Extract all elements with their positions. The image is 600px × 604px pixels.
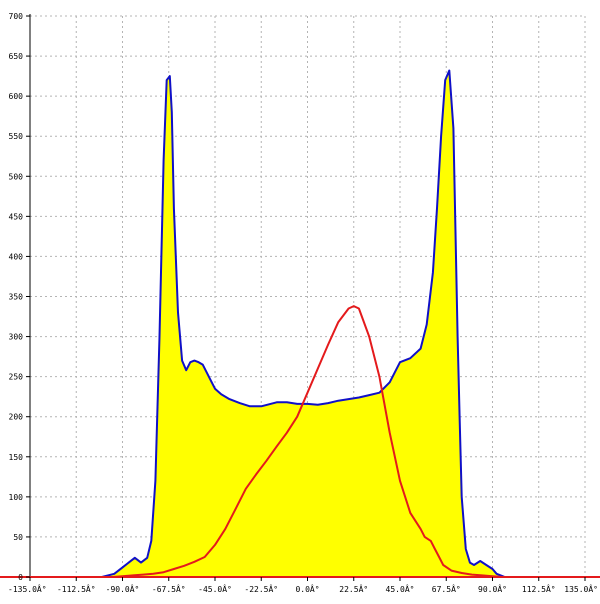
x-tick-label: 135.0Â° [564,583,598,594]
x-tick-label: -135.0Â° [8,583,47,594]
y-tick-label: 300 [9,333,24,342]
x-tick-label: -22.5Â° [244,583,278,594]
x-tick-label: 45.0Â° [386,583,415,594]
y-tick-label: 650 [9,52,24,61]
y-tick-label: 250 [9,373,24,382]
x-tick-label: -67.5Â° [152,583,186,594]
y-tick-label: 50 [13,533,23,542]
x-tick-label: 0.0Â° [295,583,319,594]
series-0-line [29,69,586,578]
y-tick-label: 350 [9,293,24,302]
y-tick-label: 100 [9,493,24,502]
x-tick-label: 67.5Â° [432,583,461,594]
y-tick-label: 200 [9,413,24,422]
y-tick-label: 0 [18,573,23,582]
tick-labels: 0 50 100 150 200 250 300 350 400 450 500 550 600 650 7… [8,12,598,594]
series-layer [29,69,586,578]
y-tick-label: 600 [9,92,24,101]
y-tick-label: 550 [9,132,24,141]
x-tick-label: 22.5Â° [339,583,368,594]
y-tick-label: 150 [9,453,24,462]
series-1-line [29,305,586,578]
x-tick-label: -45.0Â° [198,583,232,594]
y-tick-label: 700 [9,12,24,21]
x-tick-label: -112.5Â° [57,583,96,594]
x-tick-label: 112.5Â° [522,583,556,594]
y-tick-label: 450 [9,212,24,221]
series-0-area [30,70,585,577]
y-tick-label: 500 [9,172,24,181]
x-tick-label: -90.0Â° [106,583,140,594]
y-tick-label: 400 [9,252,24,261]
x-tick-label: 90.0Â° [478,583,507,594]
axes [0,14,600,581]
